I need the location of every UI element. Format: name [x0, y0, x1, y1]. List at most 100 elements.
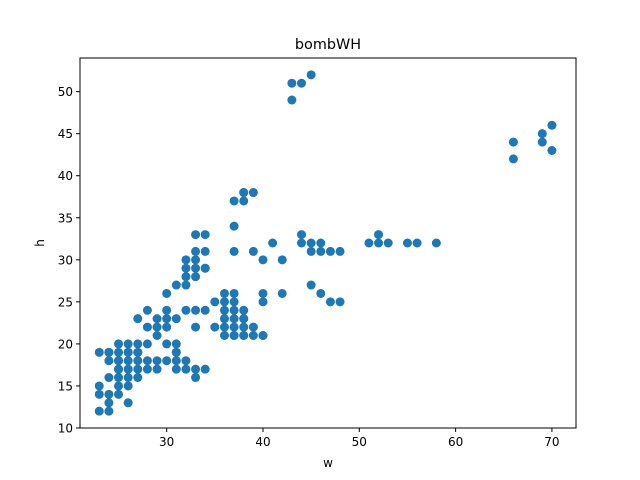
data-point [508, 137, 518, 147]
data-point [229, 305, 239, 315]
data-point [306, 280, 316, 290]
data-point [142, 356, 152, 366]
data-point [104, 398, 114, 408]
data-point [537, 129, 547, 139]
data-point [210, 297, 220, 307]
data-point [162, 356, 172, 366]
x-tick-label: 50 [352, 435, 367, 449]
y-tick-label: 40 [58, 169, 73, 183]
data-point [229, 288, 239, 298]
data-point [335, 246, 345, 256]
data-point [200, 364, 210, 374]
data-point [181, 364, 191, 374]
data-point [152, 322, 162, 332]
data-point [104, 406, 114, 416]
data-point [142, 322, 152, 332]
data-point [133, 339, 143, 349]
data-point [306, 70, 316, 80]
data-point [181, 255, 191, 265]
y-tick-label: 45 [58, 127, 73, 141]
data-point [123, 347, 133, 357]
data-point [219, 305, 229, 315]
data-point [181, 356, 191, 366]
y-tick-label: 25 [58, 295, 73, 309]
data-point [219, 288, 229, 298]
data-point [383, 238, 393, 248]
data-point [219, 314, 229, 324]
y-tick-label: 10 [58, 422, 73, 436]
data-point [229, 196, 239, 206]
data-point [277, 288, 287, 298]
data-point [133, 373, 143, 383]
data-point [239, 322, 249, 332]
data-point [219, 322, 229, 332]
y-tick-label: 30 [58, 253, 73, 267]
data-point [402, 238, 412, 248]
data-point [94, 406, 104, 416]
data-point [316, 288, 326, 298]
data-point [219, 297, 229, 307]
data-point [191, 246, 201, 256]
data-point [104, 356, 114, 366]
data-point [200, 230, 210, 240]
data-point [239, 188, 249, 198]
data-point [123, 381, 133, 391]
data-point [142, 305, 152, 315]
data-point [181, 272, 191, 282]
data-point [162, 305, 172, 315]
data-point [114, 364, 124, 374]
data-point [181, 263, 191, 273]
data-point [412, 238, 422, 248]
data-point [171, 280, 181, 290]
data-points [94, 70, 557, 416]
data-point [133, 364, 143, 374]
x-tick-label: 70 [544, 435, 559, 449]
data-point [94, 347, 104, 357]
data-point [297, 238, 307, 248]
data-point [306, 246, 316, 256]
y-tick-label: 35 [58, 211, 73, 225]
data-point [229, 297, 239, 307]
data-point [152, 356, 162, 366]
data-point [191, 364, 201, 374]
data-point [200, 305, 210, 315]
plot-frame [79, 57, 577, 429]
data-point [133, 347, 143, 357]
data-point [374, 238, 384, 248]
data-point [191, 305, 201, 315]
data-point [123, 373, 133, 383]
data-point [364, 238, 374, 248]
data-point [171, 347, 181, 357]
data-point [94, 389, 104, 399]
data-point [431, 238, 441, 248]
x-tick-label: 60 [448, 435, 463, 449]
data-point [248, 322, 258, 332]
data-point [162, 339, 172, 349]
data-point [248, 188, 258, 198]
data-point [181, 280, 191, 290]
data-point [306, 238, 316, 248]
data-point [335, 297, 345, 307]
data-point [258, 255, 268, 265]
data-point [142, 364, 152, 374]
data-point [239, 196, 249, 206]
data-point [104, 389, 114, 399]
data-point [123, 339, 133, 349]
data-point [239, 314, 249, 324]
y-axis: 10 15 20 25 30 35 40 45 50 [58, 85, 80, 436]
data-point [152, 314, 162, 324]
data-point [162, 322, 172, 332]
data-point [258, 288, 268, 298]
data-point [374, 230, 384, 240]
data-point [162, 314, 172, 324]
data-point [277, 255, 287, 265]
data-point [508, 154, 518, 164]
x-tick-label: 30 [159, 435, 174, 449]
data-point [152, 331, 162, 340]
data-point [123, 356, 133, 366]
data-point [325, 246, 335, 256]
data-point [123, 398, 133, 408]
y-tick-label: 20 [58, 337, 73, 351]
data-point [133, 356, 143, 366]
data-point [171, 339, 181, 349]
